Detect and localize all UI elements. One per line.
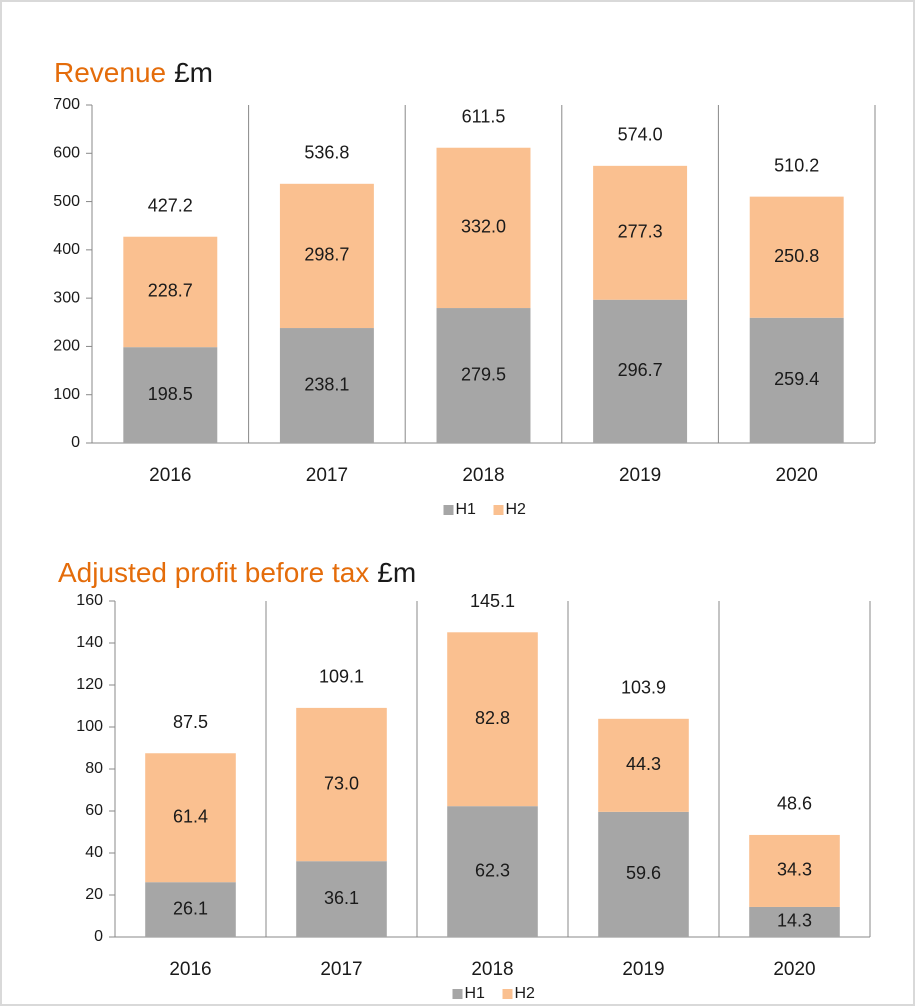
y-tick-label: 20	[85, 886, 103, 903]
x-tick-label: 2016	[149, 465, 191, 486]
bar-segment	[123, 236, 218, 348]
total-label: 145.1	[470, 591, 515, 611]
data-label: 59.6	[626, 863, 661, 883]
data-label: 26.1	[173, 898, 208, 918]
data-label: 36.1	[324, 888, 359, 908]
y-tick-label: 100	[76, 718, 103, 735]
data-label: 238.1	[304, 374, 349, 394]
y-tick-label: 40	[85, 844, 103, 861]
title-text: Adjusted profit before tax	[58, 557, 369, 588]
legend-label: H1	[456, 501, 477, 518]
legend-label: H2	[506, 501, 527, 518]
y-tick-label: 600	[53, 145, 80, 162]
y-tick-label: 140	[76, 634, 103, 651]
x-tick-label: 2018	[462, 465, 504, 486]
x-tick-label: 2017	[306, 465, 348, 486]
bar-segment	[436, 147, 531, 309]
legend-swatch	[452, 989, 463, 999]
bar-segment	[598, 811, 689, 937]
y-tick-label: 0	[94, 928, 103, 945]
data-label: 73.0	[324, 773, 359, 793]
total-label: 87.5	[173, 712, 208, 732]
bar-segment	[749, 834, 840, 907]
legend-swatch	[493, 505, 504, 515]
data-label: 198.5	[148, 384, 193, 404]
data-label: 14.3	[777, 911, 812, 931]
y-tick-label: 400	[53, 241, 80, 258]
y-tick-label: 500	[53, 193, 80, 210]
data-label: 44.3	[626, 754, 661, 774]
data-label: 228.7	[148, 281, 193, 301]
bar-segment	[749, 906, 840, 937]
total-label: 427.2	[148, 195, 193, 215]
title-text: Revenue	[54, 57, 166, 88]
y-tick-label: 700	[53, 96, 80, 113]
total-label: 510.2	[774, 155, 819, 175]
total-label: 611.5	[462, 106, 506, 126]
data-label: 296.7	[618, 360, 663, 380]
x-tick-label: 2020	[773, 959, 815, 980]
y-tick-label: 100	[53, 386, 80, 403]
y-tick-label: 300	[53, 289, 80, 306]
bar-segment	[279, 328, 374, 443]
data-label: 298.7	[304, 245, 349, 265]
bar-segment	[123, 347, 218, 443]
x-tick-label: 2020	[776, 465, 818, 486]
bar-segment	[598, 718, 689, 812]
data-label: 82.8	[475, 708, 510, 728]
bar-segment	[749, 196, 844, 318]
data-label: 34.3	[777, 860, 812, 880]
bar-segment	[447, 806, 538, 937]
bar-segment	[593, 299, 688, 443]
x-tick-label: 2017	[320, 959, 362, 980]
total-label: 536.8	[304, 143, 349, 163]
x-tick-label: 2019	[619, 465, 661, 486]
chart-title: Revenue £m	[54, 57, 213, 88]
y-tick-label: 120	[76, 676, 103, 693]
x-tick-label: 2016	[169, 959, 211, 980]
bar-segment	[279, 183, 374, 329]
data-label: 259.4	[774, 369, 819, 389]
data-label: 332.0	[461, 217, 506, 237]
y-tick-label: 160	[76, 592, 103, 609]
bar-segment	[145, 882, 236, 937]
bar-segment	[749, 317, 844, 443]
data-label: 61.4	[173, 806, 208, 826]
data-label: 277.3	[618, 222, 663, 242]
total-label: 103.9	[621, 678, 666, 698]
x-tick-label: 2019	[622, 959, 664, 980]
x-tick-label: 2018	[471, 959, 513, 980]
title-unit: £m	[377, 557, 416, 588]
legend-swatch	[502, 989, 513, 999]
bar-segment	[145, 753, 236, 883]
bar-segment	[593, 165, 688, 300]
bar-segment	[296, 707, 387, 862]
y-tick-label: 0	[71, 434, 80, 451]
chart-title: Adjusted profit before tax £m	[58, 557, 416, 588]
bar-segment	[436, 308, 531, 443]
bar-segment	[447, 632, 538, 807]
total-label: 48.6	[777, 794, 812, 814]
legend-swatch	[443, 505, 454, 515]
data-label: 62.3	[475, 860, 510, 880]
total-label: 109.1	[319, 667, 364, 687]
legend-label: H2	[515, 985, 536, 1002]
legend-label: H1	[465, 985, 486, 1002]
y-tick-label: 80	[85, 760, 103, 777]
data-label: 250.8	[774, 246, 819, 266]
total-label: 574.0	[618, 125, 663, 145]
title-unit: £m	[174, 57, 213, 88]
y-tick-label: 200	[53, 338, 80, 355]
y-tick-label: 60	[85, 802, 103, 819]
bar-segment	[296, 861, 387, 937]
data-label: 279.5	[461, 364, 506, 384]
